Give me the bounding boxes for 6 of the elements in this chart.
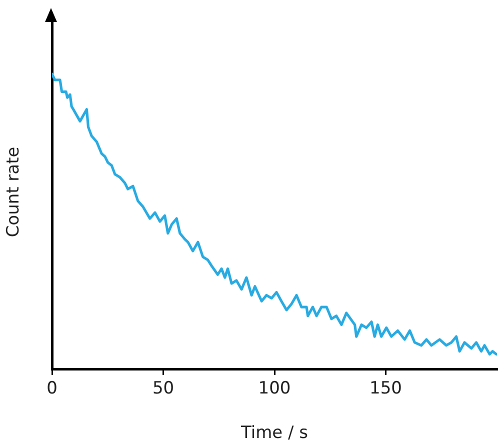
x-tick-label: 100 bbox=[258, 378, 291, 399]
x-axis-title: Time / s bbox=[240, 423, 308, 444]
x-tick-label: 150 bbox=[370, 378, 402, 399]
x-tick-label: 50 bbox=[152, 378, 174, 399]
x-tick-label: 0 bbox=[46, 378, 58, 399]
y-axis-title: Count rate bbox=[4, 146, 24, 238]
